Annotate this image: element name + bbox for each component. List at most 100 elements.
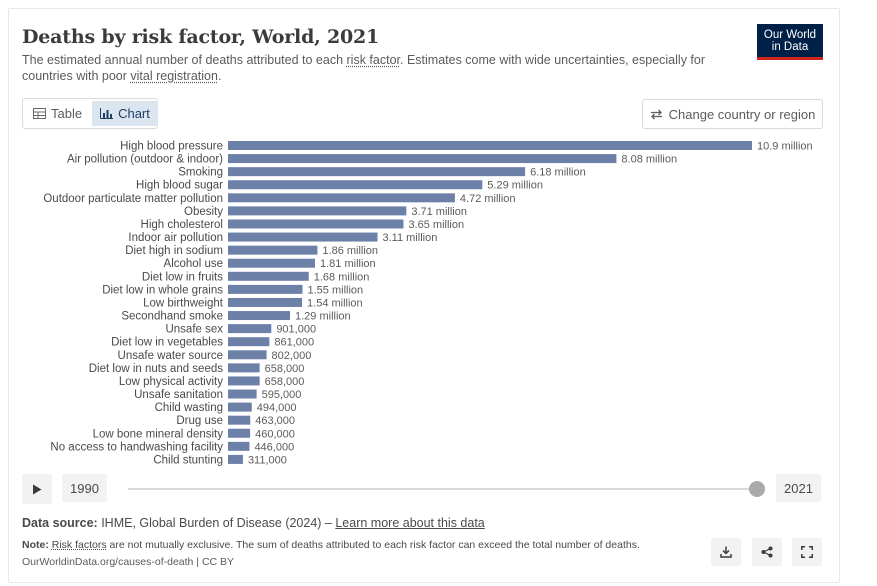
bar-diet-low-in-whole-grains[interactable] xyxy=(228,284,303,294)
bar-low-bone-mineral-density[interactable] xyxy=(228,428,251,438)
download-button[interactable] xyxy=(711,538,741,566)
bar-indoor-air-pollution[interactable] xyxy=(228,232,378,242)
owid-logo[interactable]: Our World in Data xyxy=(757,24,823,60)
risk-factor-link[interactable]: risk factor xyxy=(346,53,401,67)
source-url[interactable]: OurWorldinData.org/causes-of-death | CC … xyxy=(22,556,235,568)
bar-outdoor-particulate-matter-pollution[interactable] xyxy=(228,193,455,203)
value-label-unsafe-water-source: 802,000 xyxy=(272,350,312,362)
value-label-outdoor-particulate-matter-pollution: 4.72 million xyxy=(460,193,516,205)
chart-frame xyxy=(8,8,840,583)
value-label-no-access-to-handwashing-facility: 446,000 xyxy=(254,441,294,453)
risk-factors-link[interactable]: Risk factors xyxy=(51,539,107,551)
category-label-child-stunting: Child stunting xyxy=(153,454,223,466)
bar-smoking[interactable] xyxy=(228,167,526,177)
category-label-diet-high-in-sodium: Diet high in sodium xyxy=(125,245,223,257)
value-label-diet-low-in-whole-grains: 1.55 million xyxy=(308,284,364,296)
bar-child-stunting[interactable] xyxy=(228,454,243,464)
category-label-high-blood-sugar: High blood sugar xyxy=(136,180,223,192)
bar-drug-use[interactable] xyxy=(228,415,251,425)
bar-diet-low-in-fruits[interactable] xyxy=(228,271,309,281)
category-label-unsafe-sanitation: Unsafe sanitation xyxy=(134,389,223,401)
start-year-label[interactable]: 1990 xyxy=(62,474,107,502)
bar-no-access-to-handwashing-facility[interactable] xyxy=(228,441,250,451)
bar-obesity[interactable] xyxy=(228,206,407,216)
category-label-high-blood-pressure: High blood pressure xyxy=(120,141,223,153)
bar-diet-low-in-nuts-and-seeds[interactable] xyxy=(228,363,260,373)
category-label-outdoor-particulate-matter-pollution: Outdoor particulate matter pollution xyxy=(43,193,223,205)
category-label-diet-low-in-nuts-and-seeds: Diet low in nuts and seeds xyxy=(89,363,223,375)
bar-high-cholesterol[interactable] xyxy=(228,219,404,229)
bar-unsafe-sex[interactable] xyxy=(228,324,272,334)
value-label-smoking: 6.18 million xyxy=(530,167,586,179)
play-icon xyxy=(33,484,42,494)
category-label-unsafe-sex: Unsafe sex xyxy=(165,324,223,336)
tab-chart[interactable]: Chart xyxy=(92,101,158,126)
value-label-unsafe-sanitation: 595,000 xyxy=(262,389,302,401)
category-label-low-physical-activity: Low physical activity xyxy=(119,376,223,388)
bar-low-birthweight[interactable] xyxy=(228,297,303,307)
swap-arrows-icon xyxy=(650,109,662,119)
vital-registration-link[interactable]: vital registration xyxy=(130,69,218,83)
fullscreen-icon xyxy=(801,546,813,558)
table-icon xyxy=(33,108,46,119)
bar-unsafe-sanitation[interactable] xyxy=(228,389,257,399)
category-label-air-pollution-outdoor-indoor: Air pollution (outdoor & indoor) xyxy=(67,154,223,166)
value-label-diet-low-in-vegetables: 861,000 xyxy=(274,337,314,349)
bar-chart: High blood pressure 10.9 million Air pollu… xyxy=(43,141,813,467)
category-label-high-cholesterol: High cholesterol xyxy=(141,219,223,231)
bar-low-physical-activity[interactable] xyxy=(228,376,260,386)
category-label-indoor-air-pollution: Indoor air pollution xyxy=(128,232,223,244)
value-label-high-blood-pressure: 10.9 million xyxy=(757,141,813,153)
bar-unsafe-water-source[interactable] xyxy=(228,350,267,360)
chart-note: Note: Risk factors are not mutually excl… xyxy=(22,539,640,551)
tab-table[interactable]: Table xyxy=(25,101,90,126)
chart-title: Deaths by risk factor, World, 2021 xyxy=(22,26,380,48)
bar-child-wasting[interactable] xyxy=(228,402,252,412)
change-country-button[interactable]: Change country or region xyxy=(642,99,823,129)
category-label-diet-low-in-fruits: Diet low in fruits xyxy=(142,271,223,283)
category-label-diet-low-in-vegetables: Diet low in vegetables xyxy=(111,337,223,349)
category-label-diet-low-in-whole-grains: Diet low in whole grains xyxy=(102,284,223,296)
bar-secondhand-smoke[interactable] xyxy=(228,311,291,321)
category-label-low-bone-mineral-density: Low bone mineral density xyxy=(93,428,224,440)
bar-diet-high-in-sodium[interactable] xyxy=(228,245,318,255)
value-label-alcohol-use: 1.81 million xyxy=(320,258,376,270)
bar-high-blood-pressure[interactable] xyxy=(228,141,752,150)
share-icon xyxy=(761,546,773,558)
learn-more-link[interactable]: Learn more about this data xyxy=(335,516,485,530)
value-label-low-birthweight: 1.54 million xyxy=(307,297,363,309)
download-icon xyxy=(720,546,732,558)
value-label-low-bone-mineral-density: 460,000 xyxy=(255,428,295,440)
category-label-child-wasting: Child wasting xyxy=(155,402,223,414)
value-label-child-wasting: 494,000 xyxy=(257,402,297,414)
bar-high-blood-sugar[interactable] xyxy=(228,180,483,190)
value-label-unsafe-sex: 901,000 xyxy=(276,324,316,336)
timeline-handle[interactable] xyxy=(749,481,765,497)
bar-air-pollution-outdoor-indoor[interactable] xyxy=(228,154,617,164)
value-label-high-blood-sugar: 5.29 million xyxy=(487,180,543,192)
value-label-diet-low-in-nuts-and-seeds: 658,000 xyxy=(265,363,305,375)
bar-alcohol-use[interactable] xyxy=(228,258,316,268)
category-label-obesity: Obesity xyxy=(184,206,223,218)
category-label-no-access-to-handwashing-facility: No access to handwashing facility xyxy=(50,441,223,453)
bar-diet-low-in-vegetables[interactable] xyxy=(228,337,270,347)
play-button[interactable] xyxy=(22,474,52,504)
timeline-track[interactable] xyxy=(128,488,756,490)
value-label-high-cholesterol: 3.65 million xyxy=(408,219,464,231)
bar-chart-icon xyxy=(100,108,114,119)
category-label-alcohol-use: Alcohol use xyxy=(164,258,223,270)
fullscreen-button[interactable] xyxy=(792,538,822,566)
value-label-indoor-air-pollution: 3.11 million xyxy=(383,232,438,244)
value-label-obesity: 3.71 million xyxy=(411,206,467,218)
value-label-secondhand-smoke: 1.29 million xyxy=(295,311,351,323)
value-label-diet-low-in-fruits: 1.68 million xyxy=(314,271,370,283)
end-year-label[interactable]: 2021 xyxy=(776,474,821,502)
view-tabs: Table Chart xyxy=(22,98,158,129)
category-label-low-birthweight: Low birthweight xyxy=(143,297,224,309)
value-label-drug-use: 463,000 xyxy=(255,415,295,427)
value-label-child-stunting: 311,000 xyxy=(248,454,287,466)
category-label-secondhand-smoke: Secondhand smoke xyxy=(121,311,223,323)
chart-subtitle: The estimated annual number of deaths at… xyxy=(22,53,706,83)
value-label-low-physical-activity: 658,000 xyxy=(265,376,305,388)
share-button[interactable] xyxy=(752,538,782,566)
